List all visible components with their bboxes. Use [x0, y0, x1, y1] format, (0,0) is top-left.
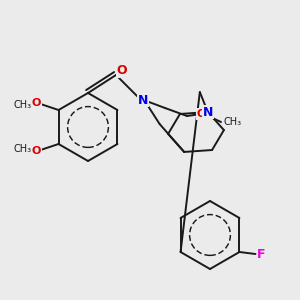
Text: F: F	[257, 248, 266, 260]
Text: N: N	[138, 94, 148, 106]
Text: O: O	[32, 146, 41, 156]
Text: CH₃: CH₃	[14, 100, 32, 110]
Text: CH₃: CH₃	[224, 117, 242, 127]
Text: N: N	[202, 106, 213, 118]
Text: O: O	[32, 98, 41, 108]
Text: O: O	[196, 109, 206, 119]
Text: O: O	[117, 64, 127, 77]
Text: CH₃: CH₃	[14, 144, 32, 154]
